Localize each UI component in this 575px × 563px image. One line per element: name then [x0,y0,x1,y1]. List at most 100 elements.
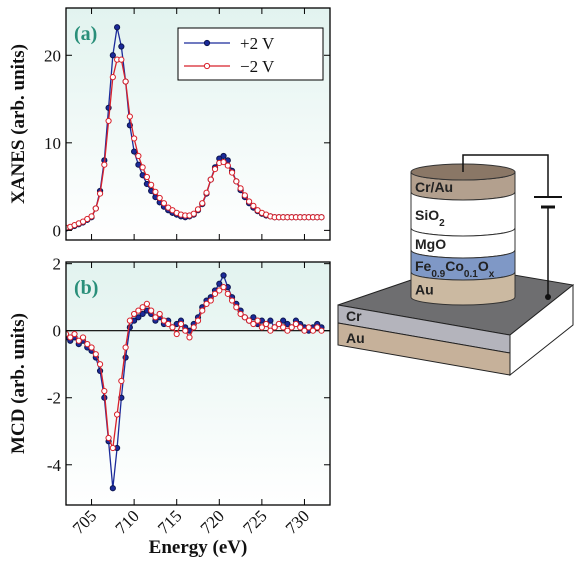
data-point [288,324,295,331]
label-part: 0.9 [431,269,445,280]
layer-label: MgO [415,236,446,252]
data-point [160,317,168,324]
data-point [233,178,240,185]
plot-frame [65,7,331,241]
data-point [220,284,227,291]
x-tick-label: 730 [282,506,313,537]
data-point [113,24,121,31]
label-part: O [478,258,489,274]
data-point [241,314,248,321]
data-point [101,387,108,395]
pillar-layer [410,271,516,306]
data-point [118,56,125,63]
data-point [241,192,248,199]
data-point [199,200,206,207]
data-point [250,202,257,209]
data-point [126,113,133,120]
data-point [216,287,223,294]
wire [462,154,549,297]
data-point [267,317,274,324]
panel-label: (b) [74,277,98,299]
data-point [182,327,189,334]
layer-label: Cr [346,308,362,324]
data-point [173,330,180,338]
data-point [254,207,261,214]
data-point [71,330,78,338]
plot-content [66,24,325,232]
data-point [258,324,265,331]
data-point [92,351,99,358]
panel-label: (a) [74,23,97,45]
x-tick-label: 705 [69,506,100,537]
data-point [79,218,87,225]
data-point [211,165,219,173]
data-point [109,74,116,81]
data-point [84,215,91,223]
data-point [131,148,138,155]
x-tick-label: 710 [111,506,142,537]
label-part: SiO [415,207,439,223]
data-point [203,300,210,307]
data-point [88,213,95,220]
label-part: 0.1 [464,269,478,280]
data-point [84,341,91,348]
y-tick-label: 10 [44,134,61,153]
data-point [263,320,270,328]
data-point [245,317,253,324]
data-point [165,320,172,328]
data-point [194,206,202,213]
y-tick-label: 0 [53,322,62,341]
label-part: Au [415,282,434,298]
layer-label: SiO2 [415,207,445,229]
data-point [118,377,125,385]
data-point [177,320,185,328]
data-point [301,327,308,334]
contact [545,294,551,300]
layer-label: Fe0.9Co0.1Ox [415,258,495,280]
data-point [96,361,104,368]
data-point [275,320,283,328]
data-point [139,310,146,318]
label-part: Co [445,258,464,274]
data-point [280,317,287,324]
data-point [233,304,240,311]
data-point [237,185,244,192]
x-tick-label: 715 [154,506,185,537]
data-point [109,485,116,492]
data-point [131,310,138,318]
data-point [105,434,112,442]
data-point [169,207,176,214]
data-point [122,78,129,85]
data-point [284,327,291,334]
data-point [267,327,274,334]
label-part: Cr [346,308,362,324]
label-part: 2 [439,218,445,229]
data-point [135,307,142,314]
layer-label: Cr/Au [415,179,453,195]
data-point [156,310,163,318]
data-point [228,297,236,304]
y-tick-label: 20 [44,46,61,65]
plot-background [66,262,330,505]
data-point [126,317,133,324]
data-point [203,189,210,196]
plot-frame [65,261,331,506]
legend-label: +2 V [240,34,275,53]
data-point [228,169,236,176]
legend-marker [203,39,211,47]
data-point [220,272,227,279]
data-point [292,320,300,328]
data-point [318,214,325,221]
data-point [113,411,121,418]
data-point [109,52,116,59]
data-point [314,324,321,331]
data-point [169,324,176,331]
y-axis-label: XANES (arb. units) [8,44,29,204]
data-point [237,310,244,318]
layer-label: Au [346,330,365,346]
data-point [190,324,197,331]
data-point [220,152,227,160]
legend-box [177,27,324,81]
data-point [297,324,304,331]
